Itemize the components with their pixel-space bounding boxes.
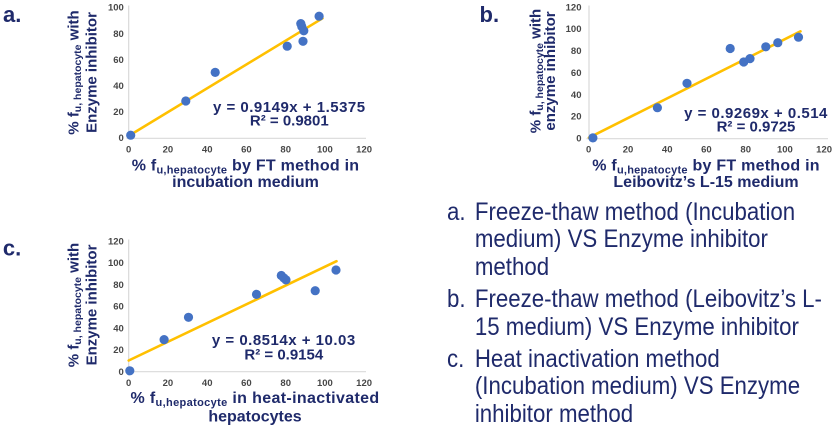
svg-text:20: 20 [623, 145, 634, 156]
svg-text:40: 40 [113, 323, 124, 334]
svg-text:100: 100 [317, 378, 333, 389]
svg-text:incubation medium: incubation medium [172, 174, 319, 191]
svg-text:60: 60 [241, 378, 252, 389]
svg-text:0: 0 [586, 145, 591, 156]
svg-text:0: 0 [126, 144, 131, 155]
svg-text:60: 60 [701, 145, 712, 156]
svg-text:0: 0 [126, 378, 131, 389]
svg-text:40: 40 [202, 144, 213, 155]
svg-text:40: 40 [113, 81, 124, 92]
svg-text:0: 0 [119, 367, 124, 378]
svg-text:100: 100 [777, 145, 793, 156]
svg-text:Enzyme inhibitor: Enzyme inhibitor [84, 244, 101, 365]
svg-text:20: 20 [571, 112, 582, 123]
svg-text:R² = 0.9154: R² = 0.9154 [244, 347, 323, 364]
svg-text:120: 120 [356, 144, 372, 155]
svg-text:100: 100 [317, 144, 333, 155]
svg-text:60: 60 [113, 55, 124, 66]
svg-text:80: 80 [740, 145, 751, 156]
svg-text:20: 20 [163, 378, 174, 389]
svg-text:100: 100 [108, 3, 124, 14]
svg-text:R² = 0.9801: R² = 0.9801 [250, 112, 329, 129]
svg-text:20: 20 [113, 107, 124, 118]
svg-text:Enzyme inhibitor: Enzyme inhibitor [84, 12, 101, 133]
svg-text:120: 120 [816, 145, 832, 156]
svg-text:80: 80 [113, 280, 124, 291]
svg-text:% fu, hepatocyte with: % fu, hepatocyte with [66, 243, 85, 367]
svg-text:0: 0 [576, 134, 581, 145]
svg-text:40: 40 [202, 378, 213, 389]
svg-text:40: 40 [571, 90, 582, 101]
svg-text:hepatocytes: hepatocytes [208, 409, 301, 426]
svg-text:% fu, hepatocyte with: % fu, hepatocyte with [66, 10, 85, 134]
svg-text:80: 80 [113, 29, 124, 40]
svg-text:120: 120 [566, 2, 582, 13]
svg-text:120: 120 [108, 236, 124, 247]
svg-text:20: 20 [163, 144, 174, 155]
svg-text:40: 40 [662, 145, 673, 156]
svg-text:60: 60 [113, 302, 124, 313]
svg-text:120: 120 [356, 378, 372, 389]
svg-text:60: 60 [241, 144, 252, 155]
svg-text:80: 80 [280, 144, 291, 155]
svg-text:a.: a. [3, 2, 21, 27]
svg-text:80: 80 [571, 46, 582, 57]
svg-text:enzyme inhibitor: enzyme inhibitor [542, 11, 559, 130]
svg-text:c.: c. [3, 236, 21, 261]
svg-text:R² = 0.9725: R² = 0.9725 [717, 119, 796, 136]
svg-text:y = 0.9269x + 0.514: y = 0.9269x + 0.514 [684, 105, 828, 122]
svg-text:% fu,hepatocyte in heat-inacti: % fu,hepatocyte in heat-inactivated [130, 390, 379, 409]
svg-text:80: 80 [280, 378, 291, 389]
svg-text:60: 60 [571, 68, 582, 79]
svg-text:Leibovitz’s L-15 medium: Leibovitz’s L-15 medium [613, 174, 798, 191]
svg-text:100: 100 [566, 24, 582, 35]
svg-text:y = 0.8514x + 10.03: y = 0.8514x + 10.03 [212, 332, 356, 349]
svg-text:20: 20 [113, 345, 124, 356]
svg-text:b.: b. [480, 2, 500, 27]
svg-text:y = 0.9149x + 1.5375: y = 0.9149x + 1.5375 [213, 99, 366, 116]
svg-text:100: 100 [108, 258, 124, 269]
svg-text:0: 0 [119, 133, 124, 144]
svg-text:% fu,hepatocyte by FT method i: % fu,hepatocyte by FT method in [592, 158, 820, 177]
